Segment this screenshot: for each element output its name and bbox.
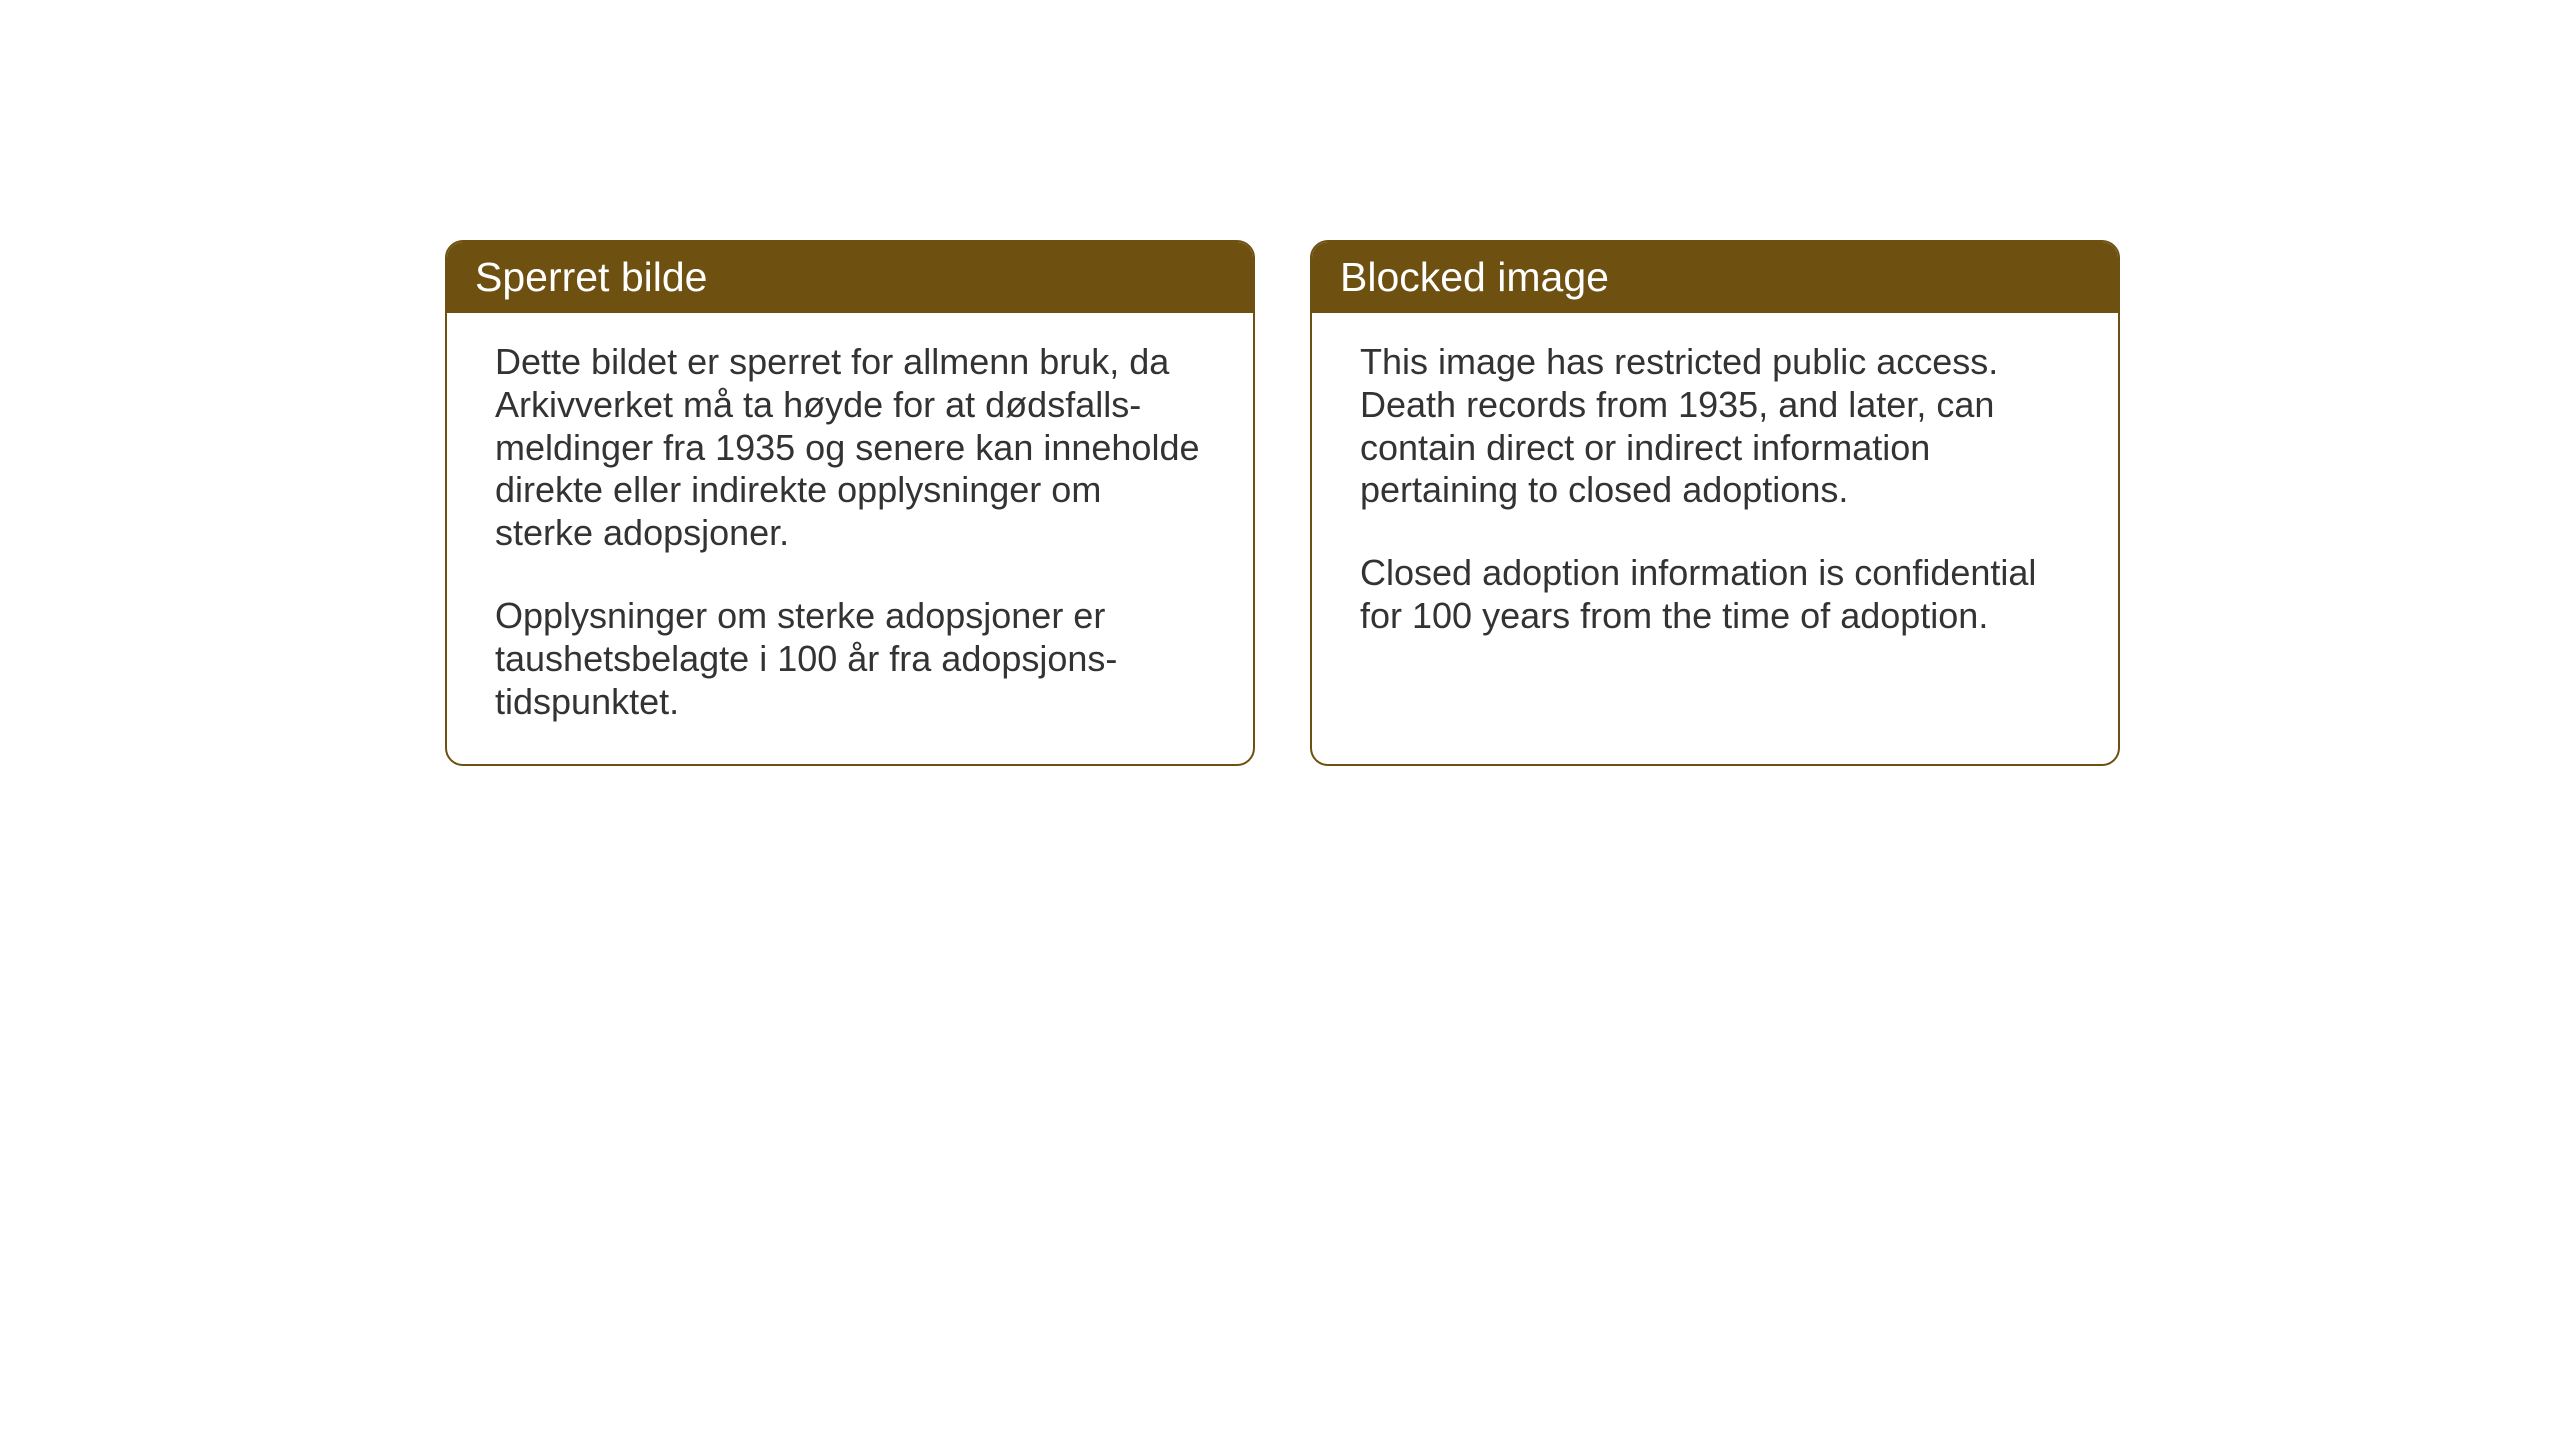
blocked-image-card-norwegian: Sperret bilde Dette bildet er sperret fo… <box>445 240 1255 766</box>
card-paragraph-2: Opplysninger om sterke adopsjoner er tau… <box>495 595 1205 723</box>
card-body-english: This image has restricted public access.… <box>1312 313 2118 759</box>
card-header-english: Blocked image <box>1312 242 2118 313</box>
card-header-norwegian: Sperret bilde <box>447 242 1253 313</box>
card-paragraph-2: Closed adoption information is confident… <box>1360 552 2070 638</box>
blocked-image-card-english: Blocked image This image has restricted … <box>1310 240 2120 766</box>
card-body-norwegian: Dette bildet er sperret for allmenn bruk… <box>447 313 1253 764</box>
card-paragraph-1: This image has restricted public access.… <box>1360 341 2070 512</box>
cards-container: Sperret bilde Dette bildet er sperret fo… <box>445 240 2120 766</box>
card-paragraph-1: Dette bildet er sperret for allmenn bruk… <box>495 341 1205 555</box>
